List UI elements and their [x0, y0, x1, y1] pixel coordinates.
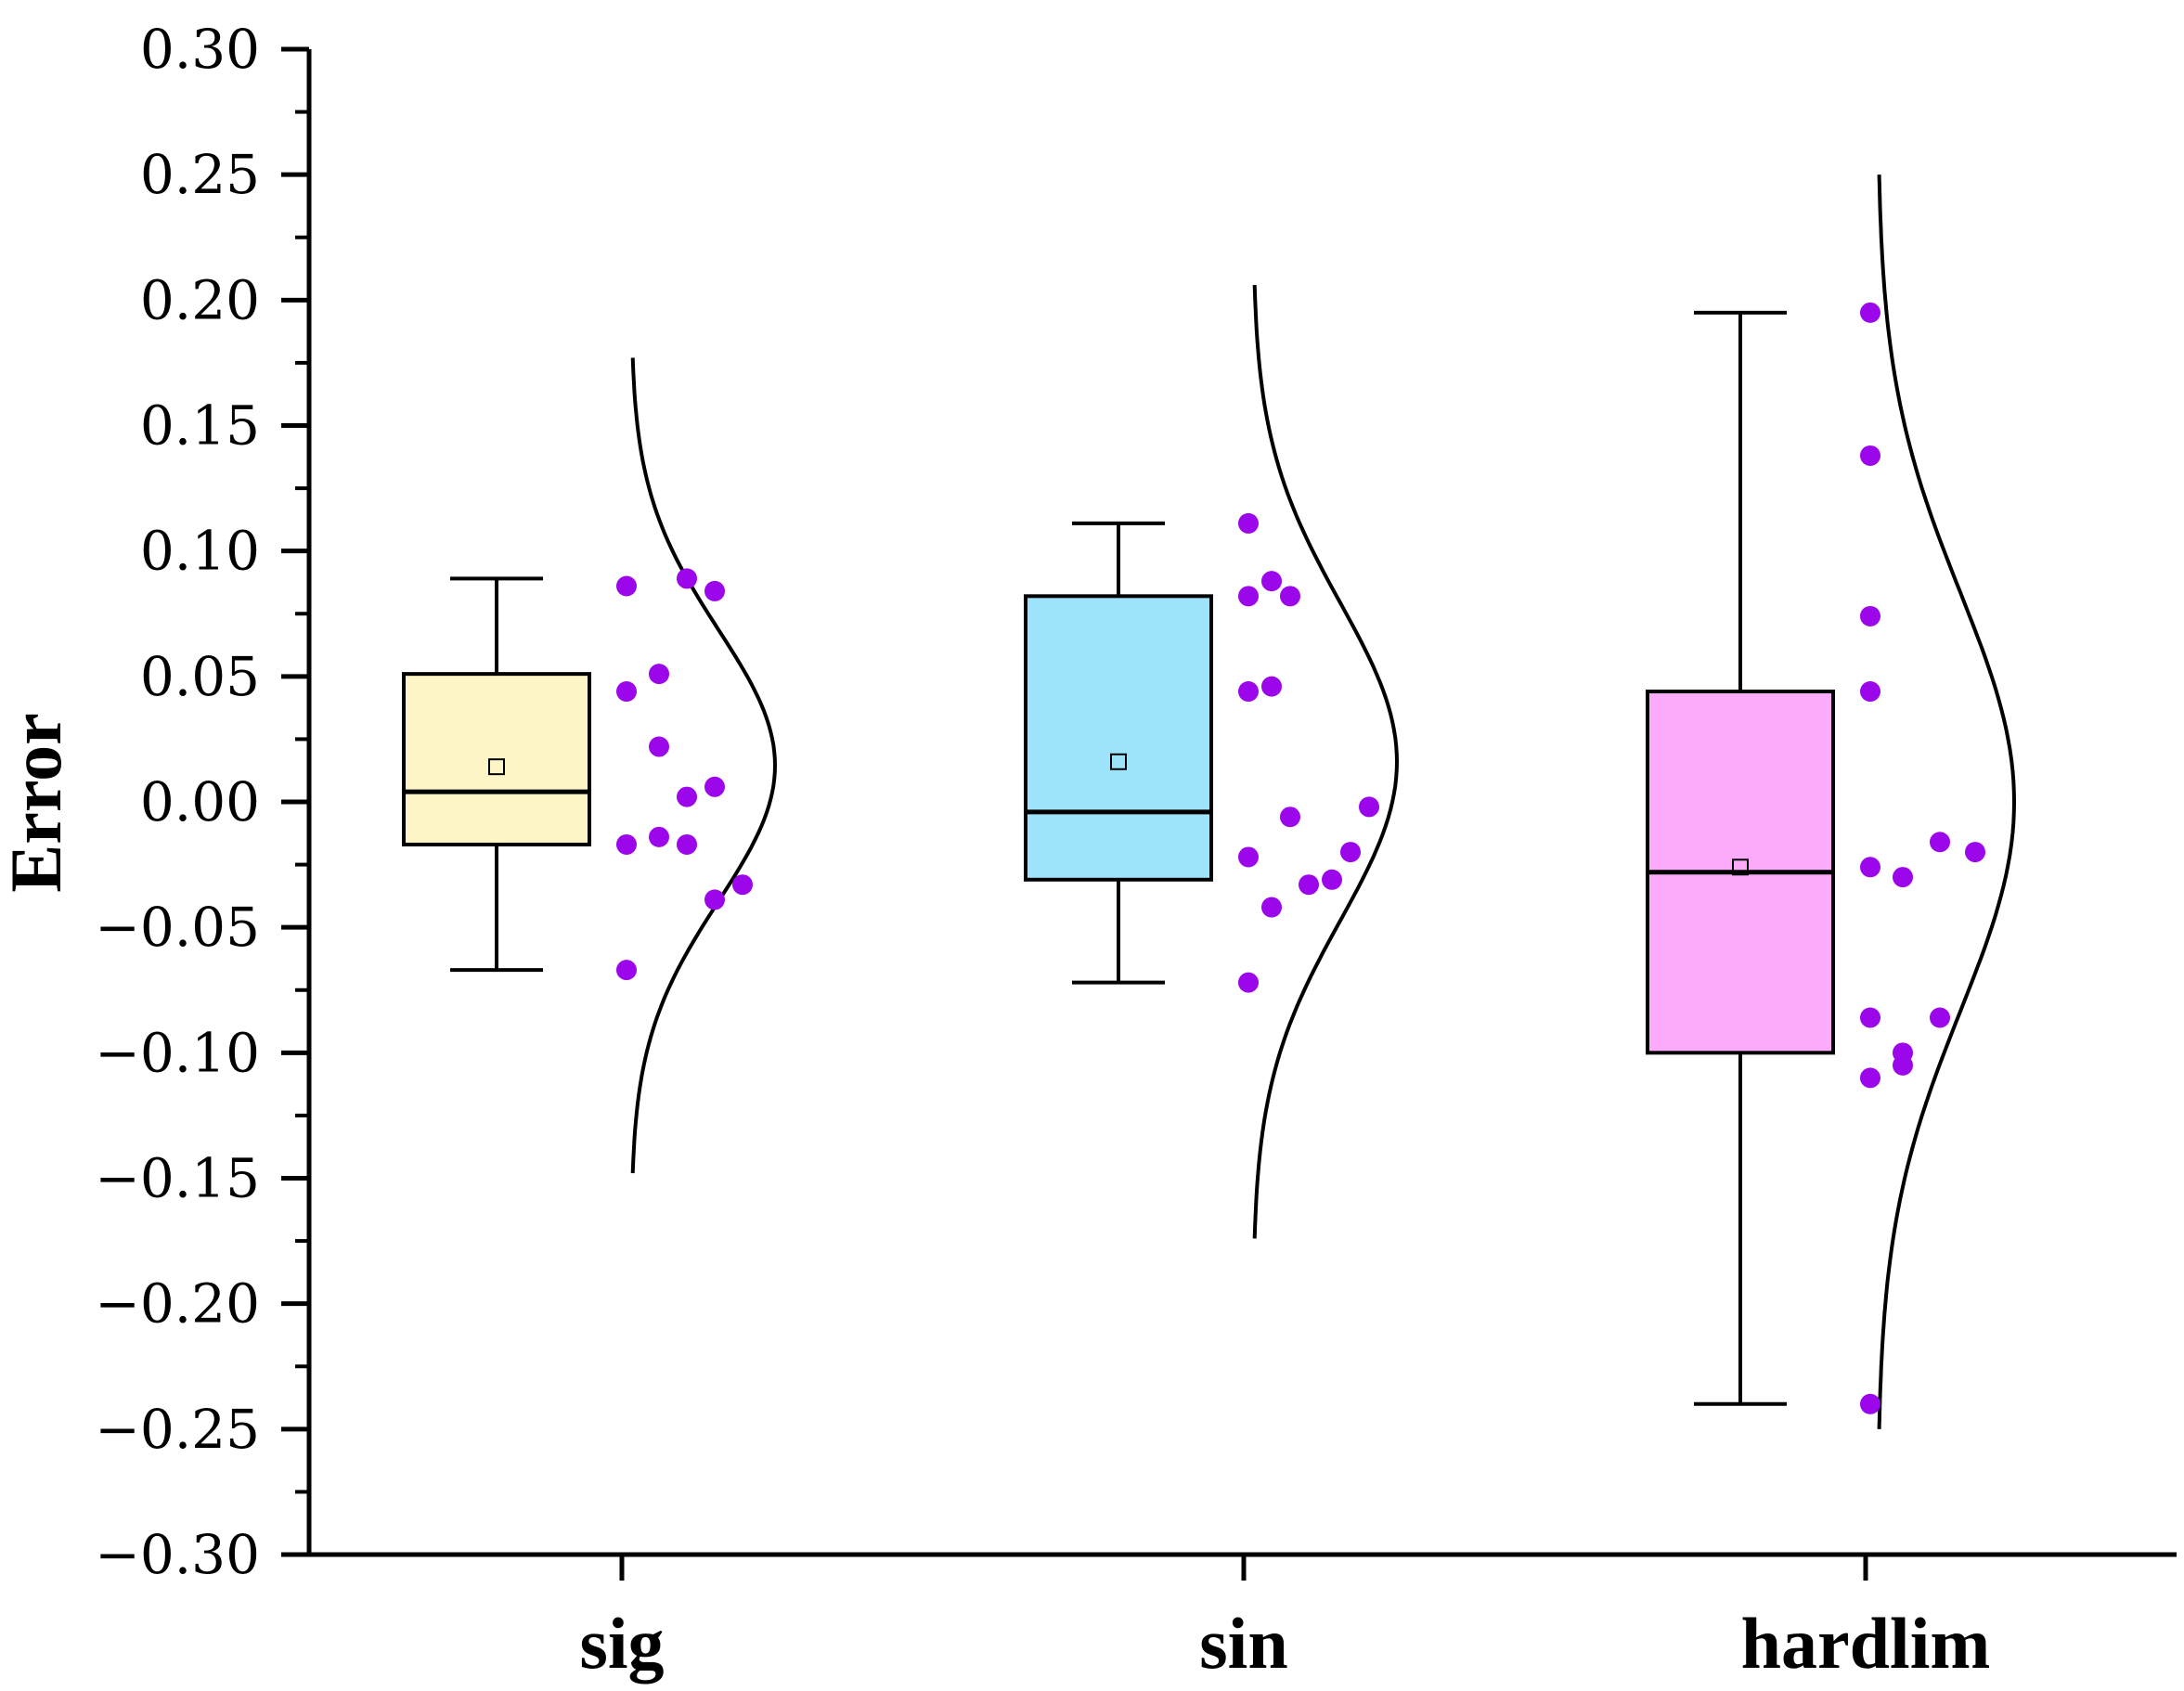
y-tick-label: 0.20 [140, 268, 260, 331]
data-point [1238, 586, 1259, 607]
data-point [1261, 897, 1282, 918]
data-point [732, 874, 753, 896]
distribution-curve [630, 357, 778, 1174]
data-point [1359, 796, 1379, 818]
x-axis: sig sin hardlim [307, 1552, 2177, 1684]
data-point [1860, 445, 1880, 466]
y-tick-label: 0.25 [140, 143, 260, 206]
y-tick-label: −0.05 [95, 896, 260, 959]
data-point [1299, 874, 1319, 896]
data-point [1930, 1007, 1950, 1028]
data-point [1238, 972, 1259, 993]
data-point [1860, 302, 1880, 323]
data-point [677, 786, 697, 807]
data-point [616, 960, 637, 981]
y-tick-label: 0.00 [140, 770, 260, 833]
y-tick-label: 0.15 [140, 394, 260, 458]
data-point [1238, 846, 1259, 868]
y-tick-label: −0.15 [95, 1147, 260, 1210]
y-tick-label: 0.30 [140, 18, 260, 81]
group-sig [402, 357, 778, 1174]
data-point [616, 681, 637, 703]
data-point [1860, 681, 1880, 703]
data-point [616, 575, 637, 597]
data-point [1965, 842, 1985, 863]
data-point [704, 889, 725, 910]
data-point [1261, 676, 1282, 697]
x-tick-label-hardlim: hardlim [1741, 1603, 1991, 1684]
y-tick-label: −0.20 [95, 1272, 260, 1336]
data-point [1860, 605, 1880, 626]
mean-marker [1110, 753, 1127, 770]
y-tick-label: 0.10 [140, 520, 260, 583]
y-tick-label: −0.25 [95, 1398, 260, 1461]
x-tick-label-sin: sin [1199, 1603, 1287, 1684]
y-axis: 0.30 0.25 0.20 0.15 0.10 0.05 0.00 −0.05 −0.10 −0… [95, 18, 312, 1586]
group-sin [1024, 285, 1400, 1239]
data-point [649, 664, 669, 685]
data-point [677, 568, 697, 589]
data-point [616, 833, 637, 855]
mean-marker [1732, 858, 1749, 876]
data-point [677, 833, 697, 855]
data-point [1860, 1067, 1880, 1089]
data-point [1238, 681, 1259, 703]
data-point [1930, 832, 1950, 853]
data-point [1322, 869, 1342, 890]
data-point [1893, 867, 1913, 888]
data-point [1860, 1393, 1880, 1414]
data-point [1860, 1007, 1880, 1028]
y-axis-title: Error [0, 713, 76, 892]
data-point [1340, 842, 1361, 863]
x-tick-label-sig: sig [579, 1603, 664, 1684]
data-point [1893, 1054, 1913, 1076]
data-point [649, 736, 669, 757]
data-point [1860, 857, 1880, 878]
data-point [704, 580, 725, 601]
plot-area [402, 174, 2017, 1429]
distribution-curve [1252, 285, 1400, 1239]
distribution-curve [1877, 174, 2017, 1429]
y-tick-label: 0.05 [140, 645, 260, 708]
group-hardlim [1646, 174, 2017, 1429]
data-point [1238, 512, 1259, 534]
data-point [1261, 571, 1282, 592]
y-tick-label: −0.10 [95, 1021, 260, 1084]
data-point [704, 776, 725, 797]
box [1024, 594, 1213, 882]
data-point [1280, 586, 1300, 607]
data-point [1280, 807, 1300, 828]
mean-marker [488, 758, 505, 776]
y-tick-label: −0.30 [95, 1523, 260, 1586]
data-point [649, 826, 669, 847]
